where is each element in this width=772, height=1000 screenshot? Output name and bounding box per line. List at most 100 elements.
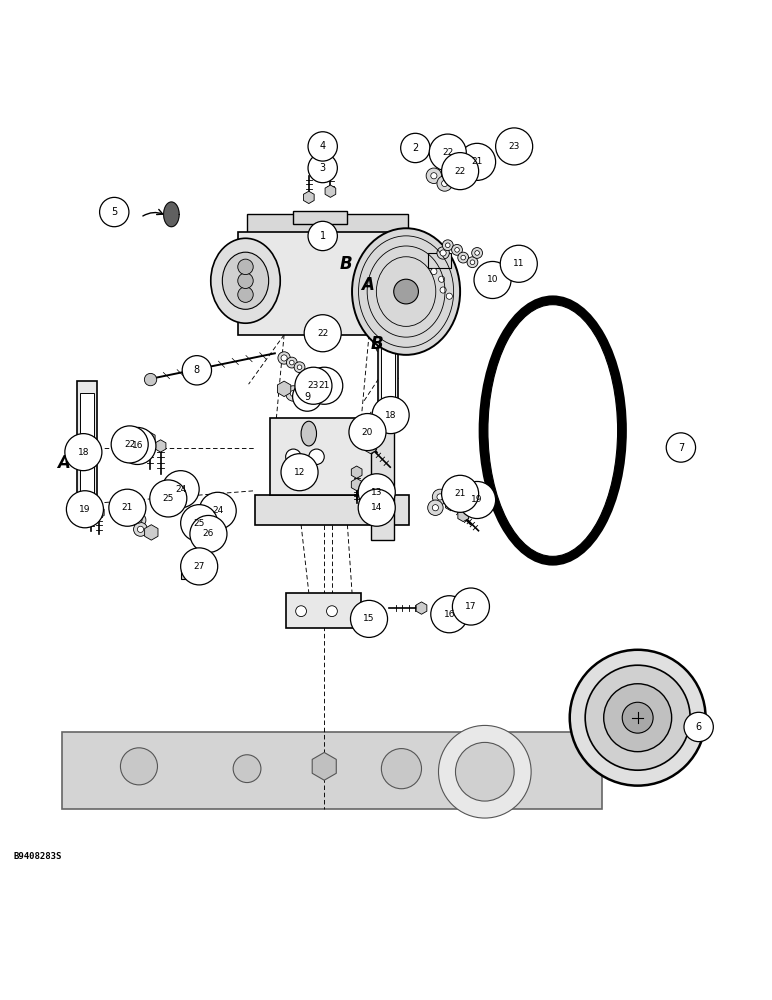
Circle shape: [472, 248, 482, 258]
Circle shape: [137, 449, 144, 455]
Circle shape: [394, 279, 418, 304]
Circle shape: [438, 276, 445, 282]
Bar: [371, 418, 394, 540]
Circle shape: [290, 390, 296, 397]
Bar: [270, 418, 394, 495]
Circle shape: [295, 367, 332, 404]
Text: 20: 20: [362, 428, 373, 437]
Circle shape: [233, 755, 261, 783]
Circle shape: [137, 526, 144, 532]
Circle shape: [128, 435, 144, 451]
Circle shape: [431, 173, 437, 179]
Circle shape: [278, 352, 290, 364]
Circle shape: [440, 250, 446, 256]
Text: 15: 15: [364, 614, 374, 623]
Circle shape: [684, 712, 713, 742]
Circle shape: [306, 367, 343, 404]
Text: 21: 21: [122, 503, 133, 512]
Text: 13: 13: [371, 488, 382, 497]
Text: 21: 21: [472, 157, 482, 166]
Bar: [247, 214, 408, 326]
Text: 26: 26: [203, 529, 214, 538]
Circle shape: [133, 444, 148, 460]
Text: 22: 22: [124, 440, 135, 449]
Bar: [378, 301, 398, 424]
Circle shape: [358, 474, 395, 511]
Text: 27: 27: [194, 562, 205, 571]
Circle shape: [113, 502, 128, 517]
Circle shape: [438, 725, 531, 818]
Circle shape: [293, 382, 322, 411]
Text: 19: 19: [80, 505, 90, 514]
Circle shape: [150, 480, 187, 517]
Circle shape: [297, 365, 302, 370]
Text: B: B: [340, 255, 352, 273]
Bar: [381, 312, 395, 413]
Circle shape: [442, 240, 453, 251]
Text: 2: 2: [412, 143, 418, 153]
Circle shape: [109, 489, 146, 526]
Circle shape: [308, 132, 337, 161]
Circle shape: [304, 315, 341, 352]
Circle shape: [381, 749, 422, 789]
Circle shape: [119, 427, 156, 464]
Circle shape: [622, 702, 653, 733]
Circle shape: [427, 265, 441, 278]
Text: 8: 8: [194, 365, 200, 375]
Circle shape: [437, 176, 452, 191]
Ellipse shape: [488, 305, 618, 556]
Circle shape: [437, 494, 443, 500]
Circle shape: [432, 505, 438, 511]
Circle shape: [65, 434, 102, 471]
Text: 18: 18: [78, 448, 89, 457]
Circle shape: [401, 133, 430, 163]
Text: 22: 22: [317, 329, 328, 338]
Text: 16: 16: [132, 441, 143, 450]
Text: 21: 21: [455, 489, 466, 498]
Text: 22: 22: [442, 148, 453, 157]
Text: 14: 14: [371, 503, 382, 512]
Circle shape: [500, 245, 537, 282]
Text: 9: 9: [304, 392, 310, 402]
Text: 19: 19: [472, 495, 482, 504]
Ellipse shape: [211, 238, 280, 323]
Text: 25: 25: [194, 519, 205, 528]
Circle shape: [308, 221, 337, 251]
Bar: [77, 381, 97, 514]
Bar: [181, 563, 212, 579]
Ellipse shape: [222, 252, 269, 309]
Circle shape: [281, 454, 318, 491]
Circle shape: [125, 512, 131, 519]
Text: 5: 5: [111, 207, 117, 217]
Circle shape: [445, 243, 450, 248]
Circle shape: [238, 287, 253, 302]
Circle shape: [300, 397, 306, 403]
Circle shape: [100, 197, 129, 227]
Circle shape: [182, 356, 212, 385]
Text: 25: 25: [163, 494, 174, 503]
Circle shape: [435, 272, 449, 286]
Text: 17: 17: [466, 602, 476, 611]
Circle shape: [294, 362, 305, 373]
Bar: [286, 593, 361, 628]
Circle shape: [132, 513, 146, 527]
Bar: [293, 211, 347, 224]
Text: 12: 12: [294, 468, 305, 477]
Circle shape: [461, 255, 466, 260]
Circle shape: [442, 289, 456, 303]
Text: B9408283S: B9408283S: [14, 852, 63, 861]
Bar: [62, 732, 602, 809]
Circle shape: [286, 357, 297, 368]
Circle shape: [442, 153, 479, 190]
Circle shape: [372, 397, 409, 434]
Circle shape: [455, 248, 459, 252]
Ellipse shape: [301, 421, 317, 446]
Text: 18: 18: [385, 411, 396, 420]
Circle shape: [309, 449, 324, 464]
Circle shape: [496, 128, 533, 165]
Circle shape: [446, 293, 452, 299]
Text: B: B: [371, 335, 383, 353]
Circle shape: [286, 449, 301, 464]
Ellipse shape: [479, 295, 627, 566]
Bar: [255, 495, 409, 525]
